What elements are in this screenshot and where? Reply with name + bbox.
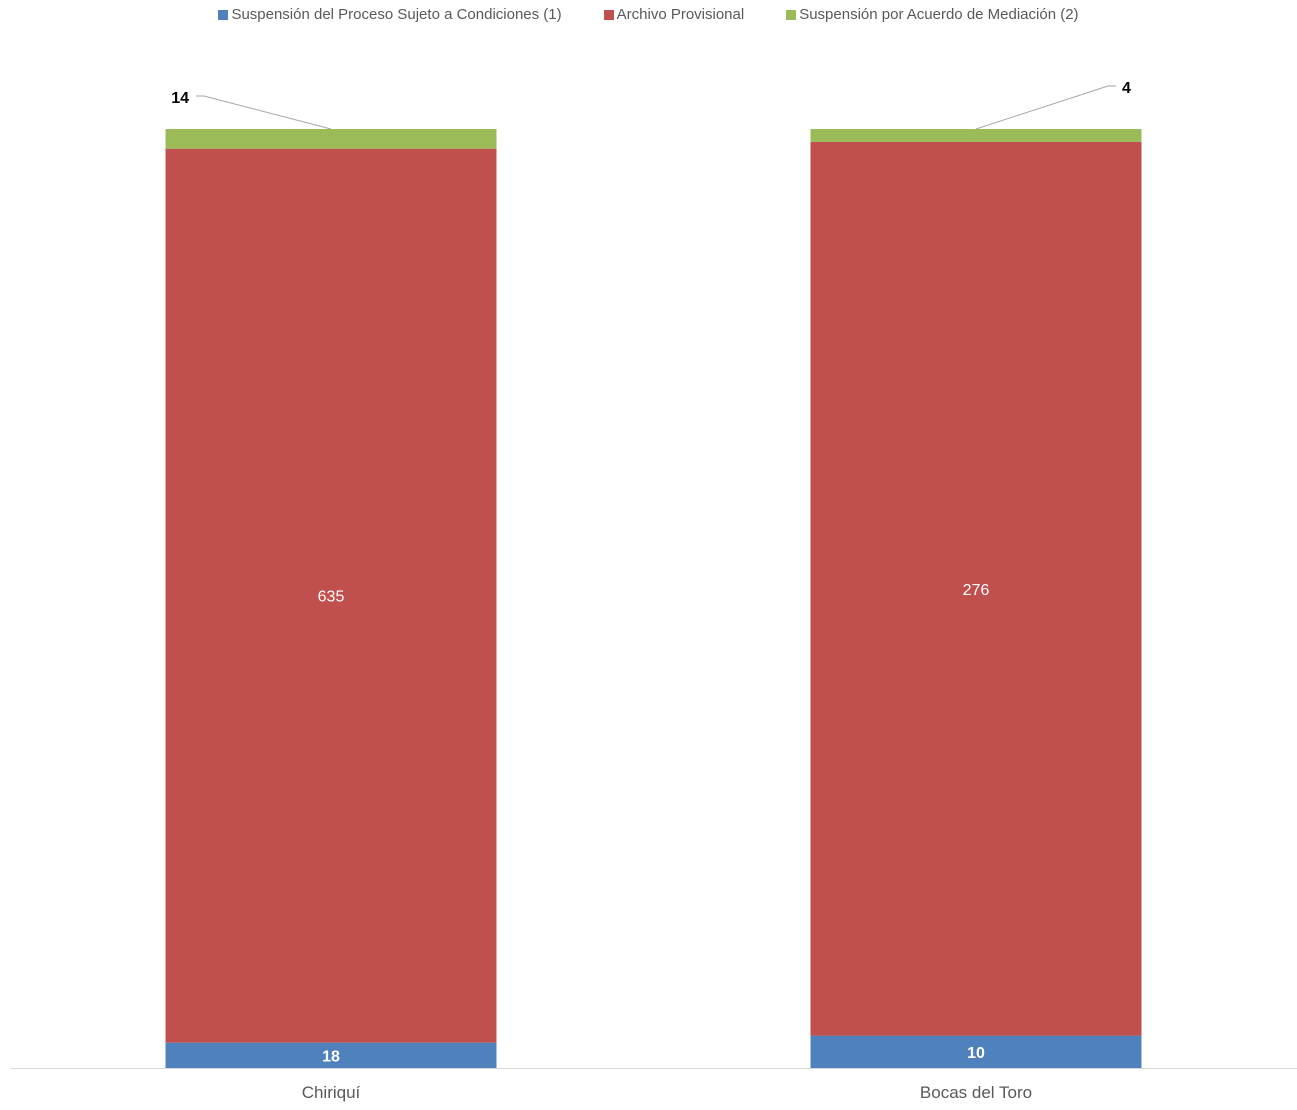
data-label: 635 — [318, 589, 345, 606]
legend-swatch — [603, 9, 614, 20]
data-label: 10 — [967, 1045, 985, 1062]
legend-label: Archivo Provisional — [616, 6, 745, 23]
legend-item: Archivo Provisional — [603, 6, 745, 23]
leader-line — [975, 85, 1116, 130]
legend-label: Suspensión del Proceso Sujeto a Condicio… — [231, 6, 562, 23]
bar-segment — [810, 129, 1142, 142]
data-label: 276 — [963, 582, 990, 599]
legend-swatch — [786, 9, 797, 20]
legend: Suspensión del Proceso Sujeto a Condicio… — [0, 6, 1297, 23]
bar-segment — [165, 1042, 497, 1068]
category-label: Bocas del Toro — [920, 1083, 1032, 1102]
bar-segment — [810, 1035, 1142, 1068]
bar-segment — [165, 129, 497, 149]
data-label: 4 — [1122, 80, 1131, 97]
legend-swatch — [218, 9, 229, 20]
category-label: Chiriquí — [302, 1083, 361, 1102]
data-label: 14 — [171, 90, 189, 107]
legend-item: Suspensión por Acuerdo de Mediación (2) — [786, 6, 1079, 23]
bar-segment — [810, 141, 1142, 1036]
legend-label: Suspensión por Acuerdo de Mediación (2) — [799, 6, 1079, 23]
data-label: 18 — [322, 1048, 340, 1065]
legend-item: Suspensión del Proceso Sujeto a Condicio… — [218, 6, 562, 23]
leader-line — [196, 95, 332, 130]
bar-segment — [165, 148, 497, 1043]
